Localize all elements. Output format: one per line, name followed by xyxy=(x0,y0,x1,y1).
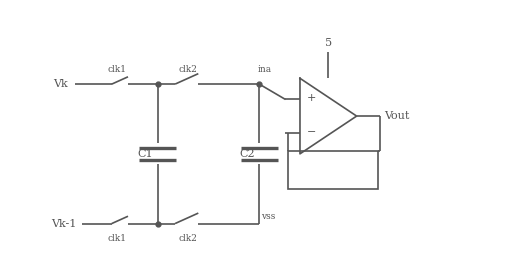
Text: ina: ina xyxy=(258,65,272,74)
Text: clk1: clk1 xyxy=(107,65,126,74)
Text: +: + xyxy=(307,93,316,103)
Bar xyxy=(288,151,378,189)
Text: clk2: clk2 xyxy=(179,234,198,243)
Text: C2: C2 xyxy=(239,149,255,159)
Text: vss: vss xyxy=(261,212,275,221)
Text: Vk: Vk xyxy=(53,79,68,89)
Text: Vk-1: Vk-1 xyxy=(51,219,77,229)
Text: 5: 5 xyxy=(325,38,332,48)
Text: C1: C1 xyxy=(137,149,153,159)
Text: −: − xyxy=(307,127,316,136)
Text: clk2: clk2 xyxy=(179,65,198,74)
Text: clk1: clk1 xyxy=(107,234,126,243)
Text: Vout: Vout xyxy=(384,111,410,121)
